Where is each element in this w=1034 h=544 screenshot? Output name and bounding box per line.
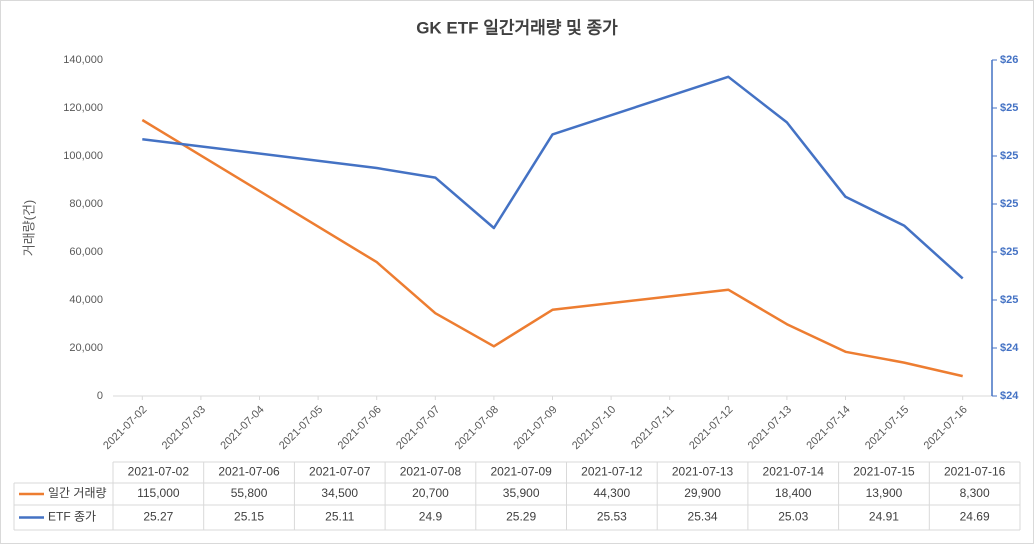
table-header: 2021-07-02 [128,465,190,479]
table-header: 2021-07-09 [490,465,552,479]
chart-title: GK ETF 일간거래량 및 종가 [416,18,618,37]
y-tick-label: 140,000 [63,54,103,66]
y2-tick-label: $25 [1000,150,1018,162]
table-header: 2021-07-16 [944,465,1006,479]
table-cell: 24.69 [960,510,990,524]
table-header: 2021-07-13 [672,465,734,479]
legend-label: 일간 거래량 [48,486,107,500]
table-cell: 35,900 [503,486,540,500]
table-cell: 18,400 [775,486,812,500]
table-cell: 34,500 [321,486,358,500]
table-header: 2021-07-06 [218,465,280,479]
y-tick-label: 80,000 [69,198,103,210]
table-cell: 25.11 [325,510,354,524]
table-cell: 25.15 [234,510,264,524]
y2-tick-label: $25 [1000,246,1018,258]
y2-tick-label: $26 [1000,54,1018,66]
table-cell: 25.53 [597,510,627,524]
table-cell: 24.9 [419,510,443,524]
table-cell: 44,300 [593,486,630,500]
table-cell: 25.27 [143,510,173,524]
y-tick-label: 100,000 [63,150,103,162]
line-series [141,118,963,378]
line-series [142,75,964,280]
table-cell: 55,800 [231,486,268,500]
y-tick-label: 0 [97,390,103,402]
table-cell: 24.91 [869,510,899,524]
y2-tick-label: $25 [1000,198,1018,210]
y-tick-label: 120,000 [63,102,103,114]
table-header: 2021-07-08 [400,465,462,479]
y-tick-label: 20,000 [69,342,103,354]
table-cell: 29,900 [684,486,721,500]
table-cell: 20,700 [412,486,449,500]
table-cell: 8,300 [960,486,990,500]
y2-tick-label: $24 [1000,390,1019,402]
table-cell: 25.34 [688,510,718,524]
table-cell: 13,900 [866,486,903,500]
y2-tick-label: $24 [1000,342,1019,354]
table-header: 2021-07-15 [853,465,915,479]
table-cell: 115,000 [137,486,180,500]
y-tick-label: 40,000 [69,294,103,306]
table-header: 2021-07-07 [309,465,371,479]
y2-tick-label: $25 [1000,102,1018,114]
table-cell: 25.03 [778,510,808,524]
table-header: 2021-07-12 [581,465,643,479]
y-tick-label: 60,000 [69,246,103,258]
table-header: 2021-07-14 [763,465,825,479]
legend-label: ETF 종가 [48,510,96,524]
y2-tick-label: $25 [1000,294,1018,306]
table-cell: 25.29 [506,510,536,524]
y-axis-label: 거래량(건) [21,200,36,257]
